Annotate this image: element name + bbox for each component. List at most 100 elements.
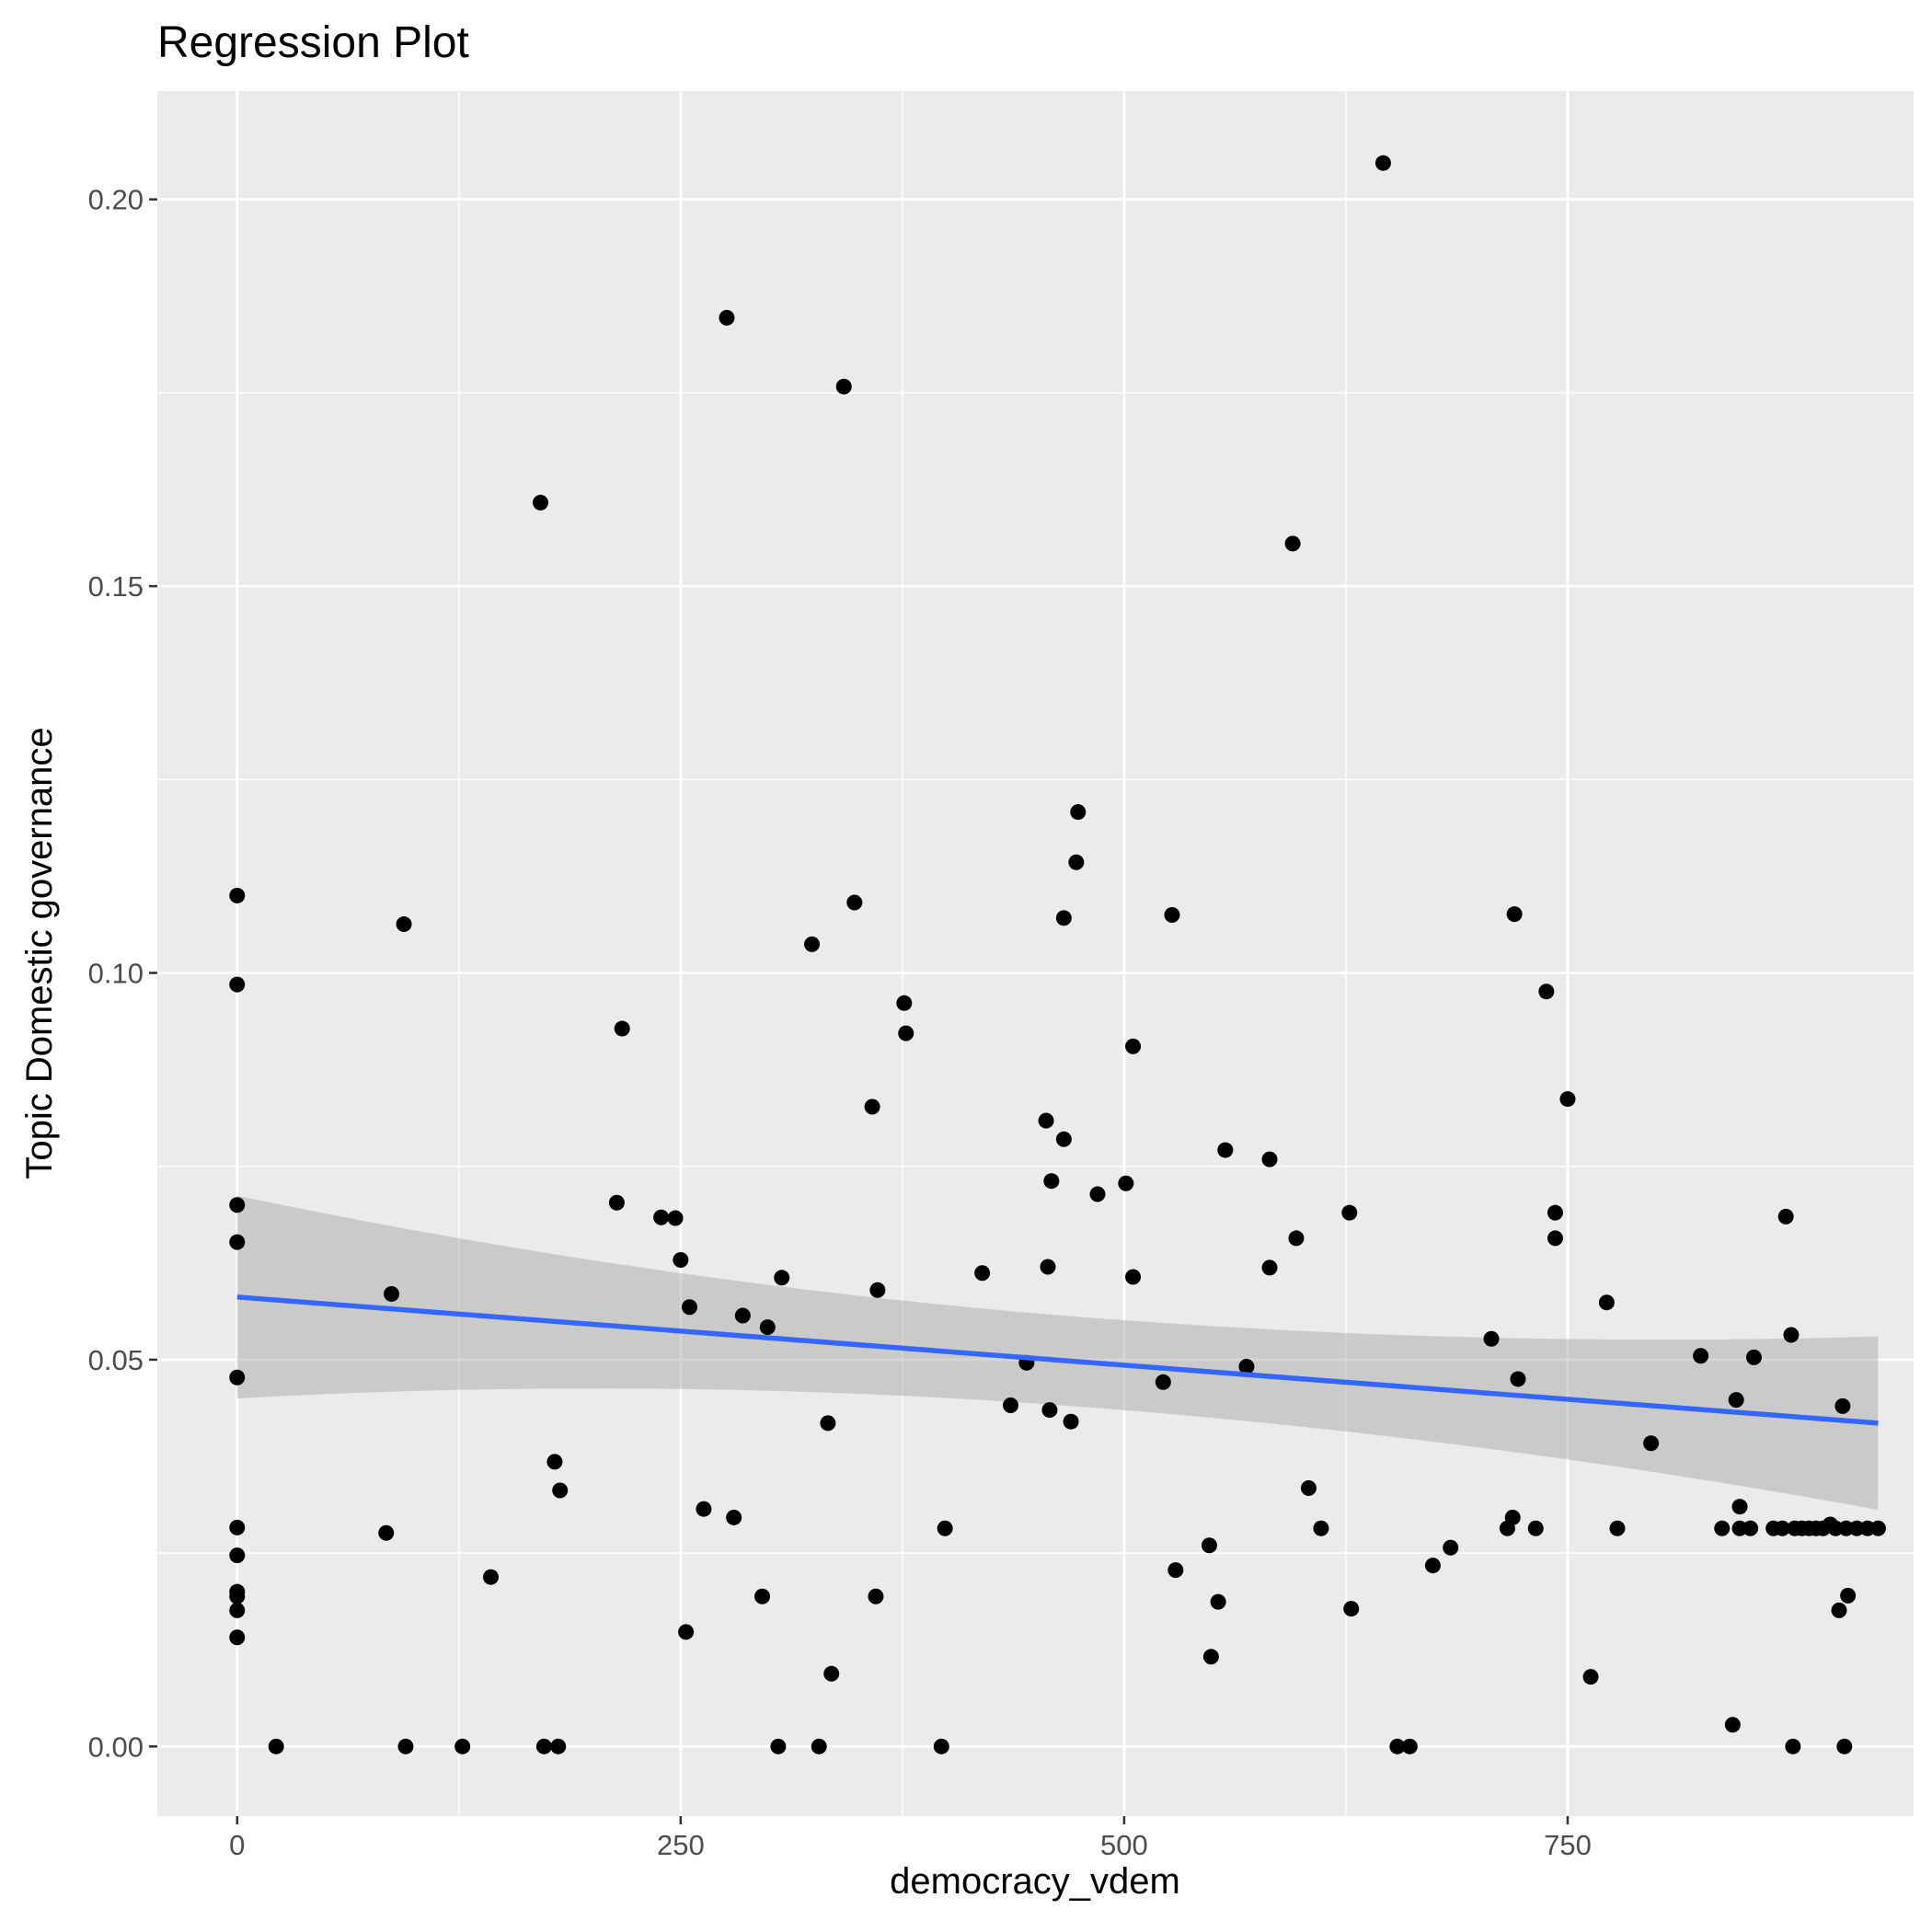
data-point <box>1783 1327 1800 1343</box>
regression-line <box>236 1294 1879 1426</box>
data-point <box>1055 910 1072 926</box>
data-point <box>1210 1593 1226 1610</box>
data-point <box>1510 1371 1526 1387</box>
data-point <box>1217 1142 1234 1158</box>
data-point <box>726 1509 742 1525</box>
data-point <box>608 1194 625 1211</box>
data-point <box>1261 1151 1278 1167</box>
data-point <box>774 1270 790 1286</box>
data-point <box>1609 1520 1626 1536</box>
data-point <box>1155 1374 1171 1390</box>
plot-panel <box>157 91 1914 1816</box>
data-point <box>1055 1131 1072 1147</box>
data-point <box>1063 1413 1079 1430</box>
data-point <box>754 1588 771 1604</box>
data-point <box>1538 983 1555 1000</box>
data-point <box>1869 1520 1886 1536</box>
x-tick-label: 250 <box>657 1829 705 1861</box>
data-point <box>1785 1738 1801 1754</box>
data-point <box>229 1588 246 1604</box>
data-point <box>396 916 412 933</box>
chart-title: Regression Plot <box>157 18 469 67</box>
data-point <box>229 1234 246 1250</box>
data-point <box>1504 1509 1521 1525</box>
data-point <box>229 1197 246 1213</box>
data-point <box>804 936 821 952</box>
data-point <box>1070 804 1087 821</box>
y-axis-ticks: 0.00 0.05 0.10 0.15 0.20 <box>88 184 157 1763</box>
data-point <box>869 1282 886 1298</box>
data-point <box>1089 1186 1106 1202</box>
data-point <box>734 1307 751 1324</box>
data-point <box>1043 1173 1060 1190</box>
data-point <box>1238 1358 1255 1374</box>
data-point <box>1547 1204 1563 1221</box>
data-point <box>1724 1717 1741 1733</box>
data-point <box>1003 1397 1019 1414</box>
data-point <box>1834 1397 1851 1414</box>
data-point <box>1424 1558 1441 1574</box>
x-axis-label: democracy_vdem <box>890 1861 1180 1902</box>
data-point <box>770 1738 787 1754</box>
data-point <box>1836 1738 1853 1754</box>
data-point <box>1443 1539 1459 1556</box>
data-point <box>1774 1520 1790 1536</box>
data-point <box>1040 1259 1056 1275</box>
data-point <box>1714 1520 1731 1536</box>
data-point <box>614 1020 630 1037</box>
data-point <box>229 1629 246 1646</box>
data-point <box>1831 1602 1847 1618</box>
data-point <box>1313 1520 1329 1536</box>
data-point <box>823 1665 840 1682</box>
data-point <box>974 1265 991 1282</box>
data-point <box>1559 1091 1576 1108</box>
data-point <box>1598 1294 1615 1311</box>
data-point <box>864 1098 880 1115</box>
data-point <box>454 1738 471 1754</box>
data-point <box>1506 906 1523 923</box>
data-point <box>229 887 246 903</box>
data-point <box>550 1738 567 1754</box>
data-point <box>535 1738 552 1754</box>
y-tick-label: 0.15 <box>88 570 144 603</box>
data-point <box>681 1299 697 1316</box>
data-point <box>1041 1402 1058 1419</box>
x-tick-label: 500 <box>1100 1829 1148 1861</box>
data-point <box>1693 1348 1709 1364</box>
data-point <box>1164 906 1180 923</box>
data-point <box>1300 1479 1317 1496</box>
data-point <box>1728 1392 1744 1409</box>
data-point <box>1643 1435 1660 1452</box>
data-point <box>1343 1601 1360 1617</box>
data-point <box>1284 535 1301 552</box>
data-point <box>1201 1537 1217 1554</box>
data-point <box>1288 1230 1305 1247</box>
data-point <box>1742 1520 1759 1536</box>
data-point <box>1840 1587 1857 1604</box>
data-point <box>1745 1349 1762 1365</box>
data-point <box>1527 1520 1544 1536</box>
data-point <box>397 1738 414 1754</box>
data-point <box>1125 1269 1142 1285</box>
data-point <box>1068 854 1085 870</box>
data-point <box>229 976 246 993</box>
data-point <box>1202 1649 1219 1665</box>
data-point <box>1038 1112 1054 1129</box>
data-point <box>653 1209 670 1225</box>
data-point <box>898 1025 914 1041</box>
data-point <box>1731 1499 1748 1515</box>
data-point <box>229 1547 246 1564</box>
data-point <box>696 1501 712 1517</box>
data-point <box>673 1251 689 1268</box>
x-tick-label: 750 <box>1544 1829 1592 1861</box>
y-tick-label: 0.20 <box>88 184 144 216</box>
y-tick-label: 0.00 <box>88 1731 144 1763</box>
data-point <box>229 1602 246 1618</box>
data-point <box>268 1738 284 1754</box>
data-point <box>1582 1669 1599 1685</box>
data-point <box>1261 1259 1278 1276</box>
data-point <box>759 1319 776 1336</box>
data-point <box>1341 1204 1358 1221</box>
confidence-band <box>236 1195 1879 1511</box>
